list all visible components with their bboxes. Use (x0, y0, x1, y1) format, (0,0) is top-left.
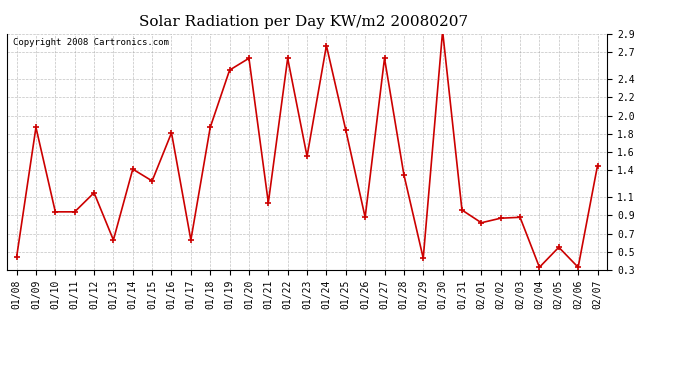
Text: Solar Radiation per Day KW/m2 20080207: Solar Radiation per Day KW/m2 20080207 (139, 15, 468, 29)
Text: Copyright 2008 Cartronics.com: Copyright 2008 Cartronics.com (13, 39, 169, 48)
